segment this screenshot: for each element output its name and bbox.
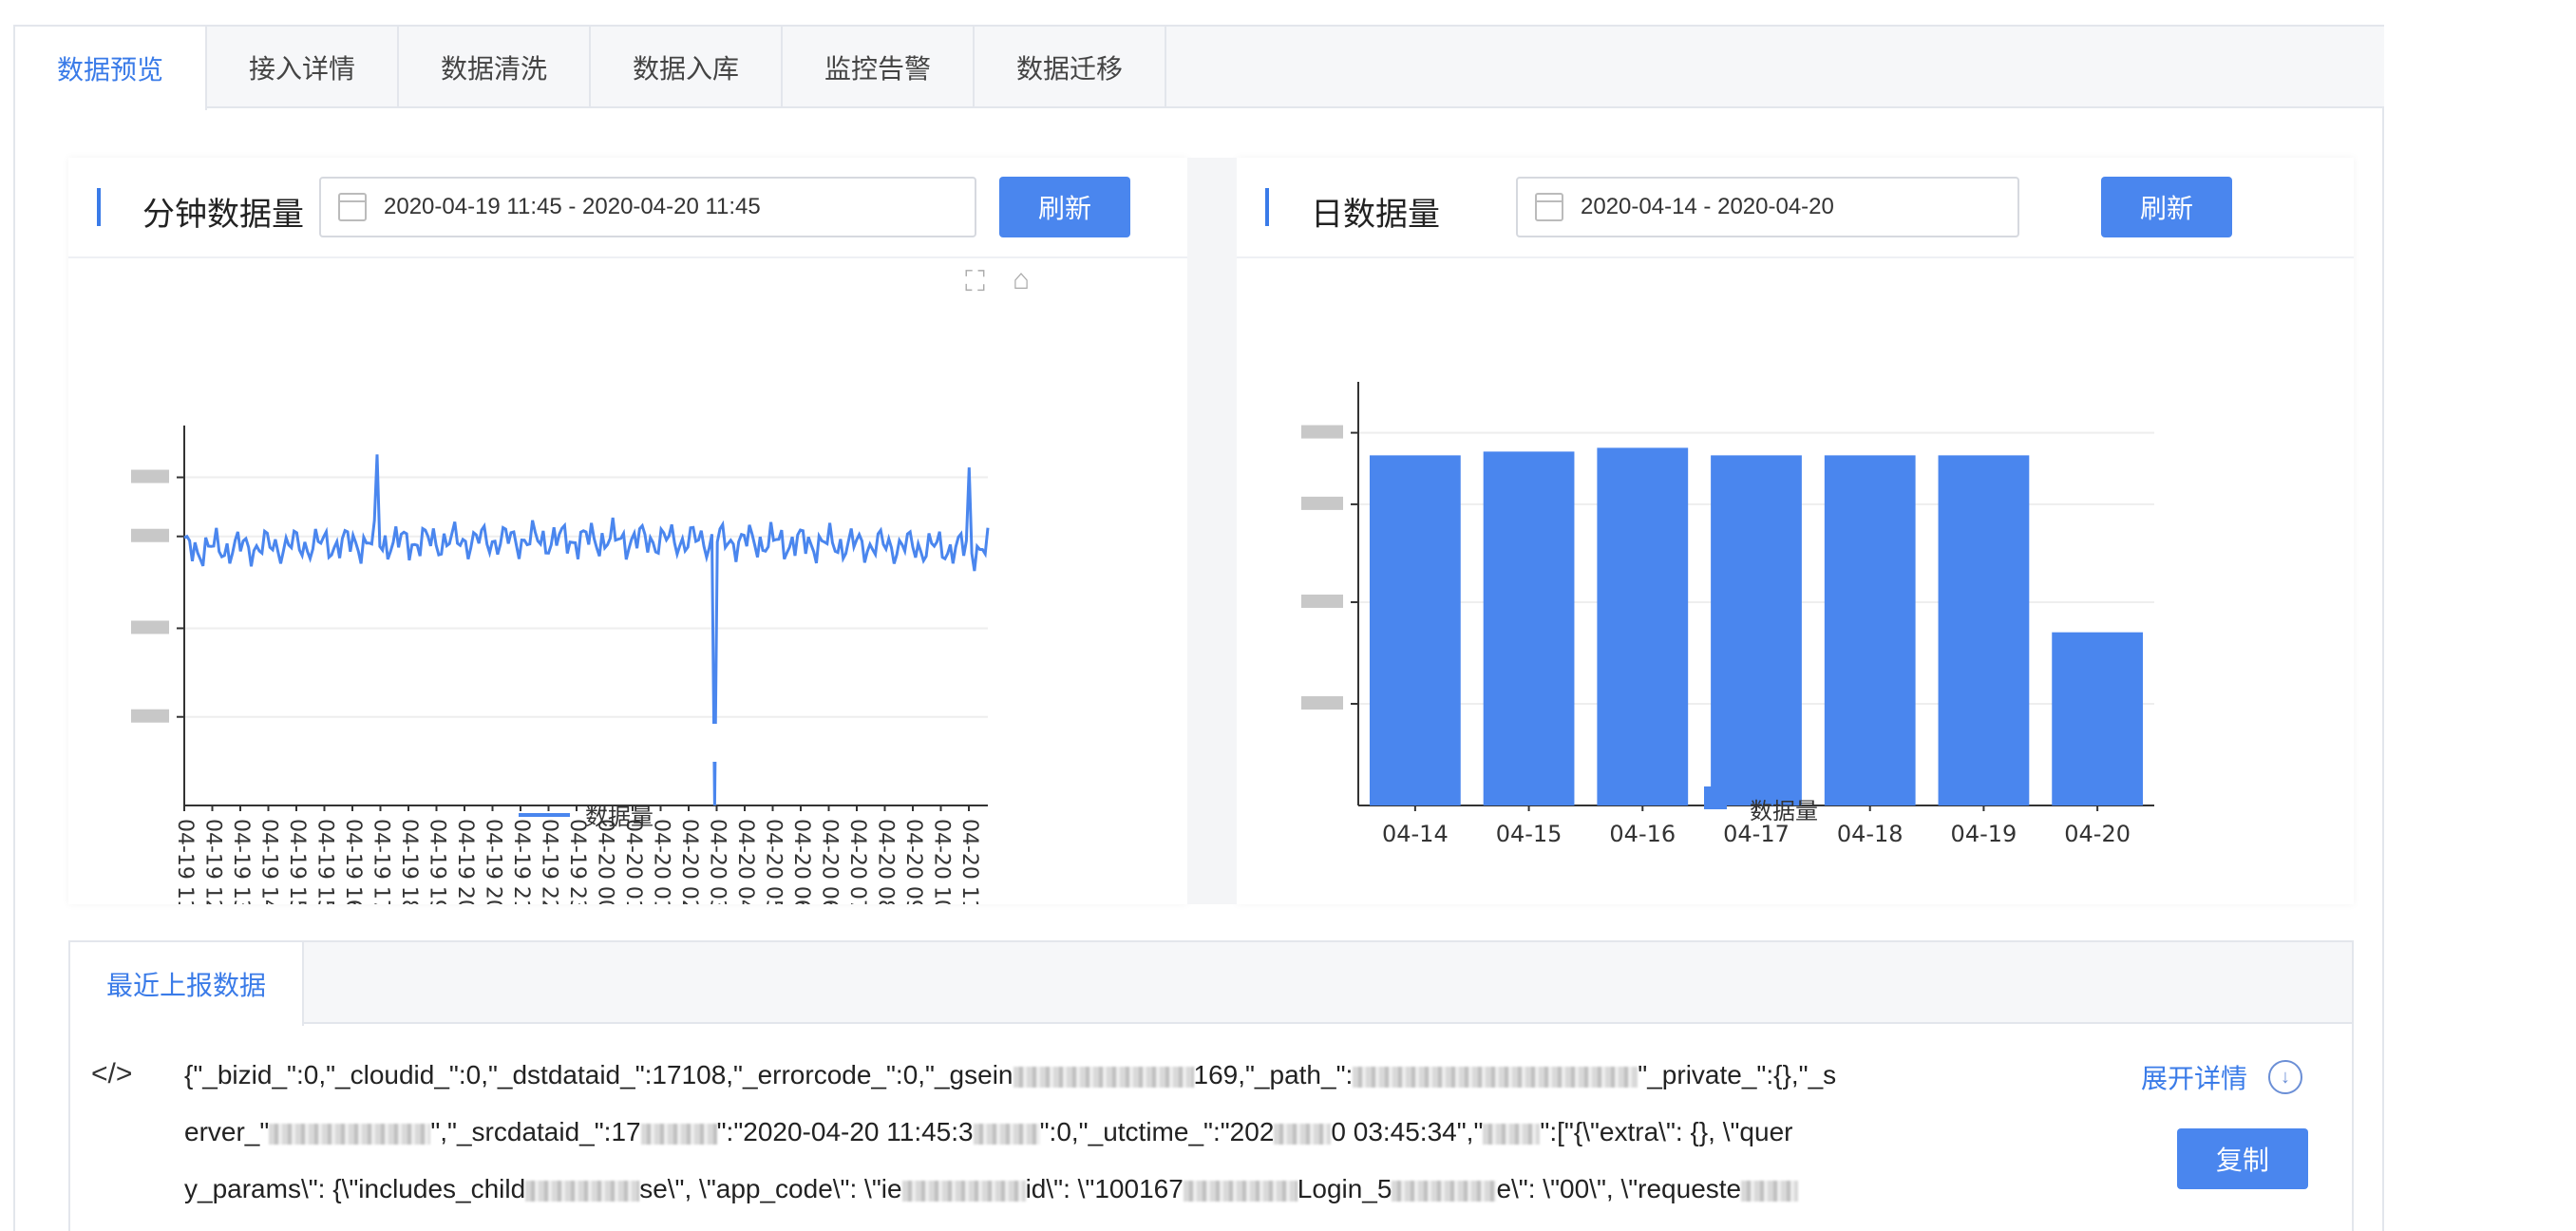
daily-data-panel: 日数据量 2020-04-14 - 2020-04-20 刷新 04-14 04-… <box>1237 158 2354 904</box>
x-tick-label: 04-19 21:45 <box>509 819 533 904</box>
x-tick-label: 04-20 08:35 <box>874 819 898 904</box>
home-icon[interactable]: ⌂ <box>1013 264 1031 295</box>
x-tick-label: 04-20 09:25 <box>901 819 925 904</box>
minute-date-range-value: 2020-04-19 11:45 - 2020-04-20 11:45 <box>384 194 761 219</box>
x-tick-label: 04-16 <box>1609 821 1676 847</box>
x-tick-label: 04-20 06:55 <box>818 819 842 904</box>
y-tick-label-redacted <box>131 528 169 542</box>
x-tick-label: 04-19 22:35 <box>538 819 561 904</box>
calendar-icon <box>1535 193 1563 221</box>
x-tick-label: 04-20 11:05 <box>957 819 981 904</box>
bar-04-14 <box>1369 455 1461 805</box>
x-tick-label: 04-19 15:05 <box>285 819 309 904</box>
code-line-1: {"_bizid_":0,"_cloudid_":0,"_dstdataid_"… <box>184 1060 1837 1089</box>
bar-04-16 <box>1597 447 1689 805</box>
code-icon: </> <box>91 1058 133 1089</box>
x-tick-label: 04-19 23:25 <box>565 819 589 904</box>
minute-panel-title: 分钟数据量 <box>142 197 304 233</box>
series-line-数据量 <box>183 454 990 806</box>
tab-data-storage[interactable]: 数据入库 <box>591 27 783 108</box>
x-tick-label: 04-20 00:15 <box>594 819 617 904</box>
x-tick-label: 04-20 07:45 <box>845 819 869 904</box>
minute-date-range-picker[interactable]: 2020-04-19 11:45 - 2020-04-20 11:45 <box>319 177 976 237</box>
x-tick-label: 04-20 06:05 <box>789 819 813 904</box>
x-tick-label: 04-19 11:45 <box>173 819 197 904</box>
tab-access-details[interactable]: 接入详情 <box>207 27 399 108</box>
minute-refresh-button[interactable]: 刷新 <box>999 177 1130 237</box>
y-tick-label-redacted <box>1301 594 1343 608</box>
x-tick-label: 04-20 10:15 <box>930 819 954 904</box>
recent-data-card: 最近上报数据 </> {"_bizid_":0,"_cloudid_":0,"_… <box>68 940 2354 1231</box>
y-tick-label-redacted <box>131 469 169 483</box>
tab-recent-reported-data[interactable]: 最近上报数据 <box>70 942 304 1026</box>
y-tick-label-redacted <box>1301 695 1343 710</box>
x-tick-label: 04-19 14:15 <box>257 819 281 904</box>
title-accent-bar <box>97 188 101 226</box>
daily-panel-title: 日数据量 <box>1311 197 1440 233</box>
daily-panel-header: 日数据量 2020-04-14 - 2020-04-20 刷新 <box>1237 158 2354 258</box>
tab-bar: 数据预览 接入详情 数据清洗 数据入库 监控告警 数据迁移 <box>15 27 2384 110</box>
y-tick-label-redacted <box>1301 496 1343 510</box>
minute-line-chart: 04-19 11:45 04-19 12:35 04-19 13:25 04-19 1… <box>131 426 990 904</box>
panel-gutter <box>1187 158 1237 904</box>
daily-date-range-value: 2020-04-14 - 2020-04-20 <box>1581 194 1834 219</box>
x-tick-label: 04-17 <box>1723 821 1790 847</box>
bar-04-15 <box>1483 451 1575 805</box>
bar-04-19 <box>1938 455 2030 805</box>
code-line-2: erver_" ","_srcdataid_":17 ":"2020-04-20 1… <box>184 1117 1793 1146</box>
x-tick-label: 04-20 04:25 <box>733 819 757 904</box>
expand-details-button[interactable]: 展开详情 ↓ <box>2141 1058 2303 1096</box>
tab-monitoring-alerts[interactable]: 监控告警 <box>783 27 975 108</box>
code-line-3: y_params\": {\"includes_child se\", \"app… <box>184 1174 1799 1204</box>
copy-button[interactable]: 复制 <box>2177 1128 2308 1189</box>
legend-label: 数据量 <box>1750 798 1818 824</box>
x-tick-label: 04-18 <box>1837 821 1904 847</box>
x-tick-label: 04-19 15:55 <box>313 819 337 904</box>
x-tick-label: 04-19 20:05 <box>453 819 477 904</box>
minute-panel-header: 分钟数据量 2020-04-19 11:45 - 2020-04-20 11:4… <box>68 158 1187 258</box>
x-tick-label: 04-19 18:25 <box>397 819 421 904</box>
y-tick-label-redacted <box>131 709 169 723</box>
bar-04-20 <box>2052 632 2144 805</box>
daily-date-range-picker[interactable]: 2020-04-14 - 2020-04-20 <box>1516 177 2019 237</box>
y-tick-label-redacted <box>1301 425 1343 439</box>
y-tick-label-redacted <box>131 620 169 634</box>
legend-square-swatch <box>1704 786 1727 809</box>
daily-bar-chart: 04-14 04-15 04-16 04-17 04-18 04-19 04-20 数据量 <box>1301 382 2154 847</box>
x-tick-label: 04-19 17:35 <box>369 819 393 904</box>
x-tick-label: 04-19 16:45 <box>341 819 365 904</box>
x-tick-label: 04-20 02:45 <box>677 819 701 904</box>
download-circle-icon: ↓ <box>2268 1060 2303 1094</box>
x-tick-label: 04-20 <box>2064 821 2131 847</box>
x-tick-label: 04-20 01:05 <box>621 819 645 904</box>
x-tick-label: 04-20 05:15 <box>762 819 786 904</box>
x-tick-label: 04-19 12:35 <box>201 819 225 904</box>
x-tick-label: 04-20 01:55 <box>650 819 673 904</box>
legend-background <box>505 724 743 762</box>
x-tick-label: 04-19 <box>1951 821 2017 847</box>
fullscreen-icon[interactable]: ⛶ <box>965 266 985 297</box>
tab-data-cleaning[interactable]: 数据清洗 <box>399 27 591 108</box>
bar-04-17 <box>1711 455 1802 805</box>
x-tick-label: 04-20 03:35 <box>706 819 729 904</box>
expand-details-label: 展开详情 <box>2141 1064 2248 1093</box>
x-tick-label: 04-15 <box>1496 821 1563 847</box>
tab-data-preview[interactable]: 数据预览 <box>15 27 207 110</box>
title-accent-bar <box>1265 188 1269 226</box>
x-tick-label: 04-14 <box>1382 821 1449 847</box>
tab-data-migration[interactable]: 数据迁移 <box>975 27 1166 108</box>
x-tick-label: 04-19 19:15 <box>426 819 449 904</box>
x-tick-label: 04-19 13:25 <box>229 819 253 904</box>
daily-refresh-button[interactable]: 刷新 <box>2101 177 2232 237</box>
calendar-icon <box>338 193 367 221</box>
minute-data-panel: 分钟数据量 2020-04-19 11:45 - 2020-04-20 11:4… <box>68 158 1187 904</box>
recent-tab-bar: 最近上报数据 <box>70 942 2352 1026</box>
legend-label: 数据量 <box>585 804 653 830</box>
x-tick-label: 04-19 20:55 <box>482 819 505 904</box>
bar-04-18 <box>1824 455 1916 805</box>
